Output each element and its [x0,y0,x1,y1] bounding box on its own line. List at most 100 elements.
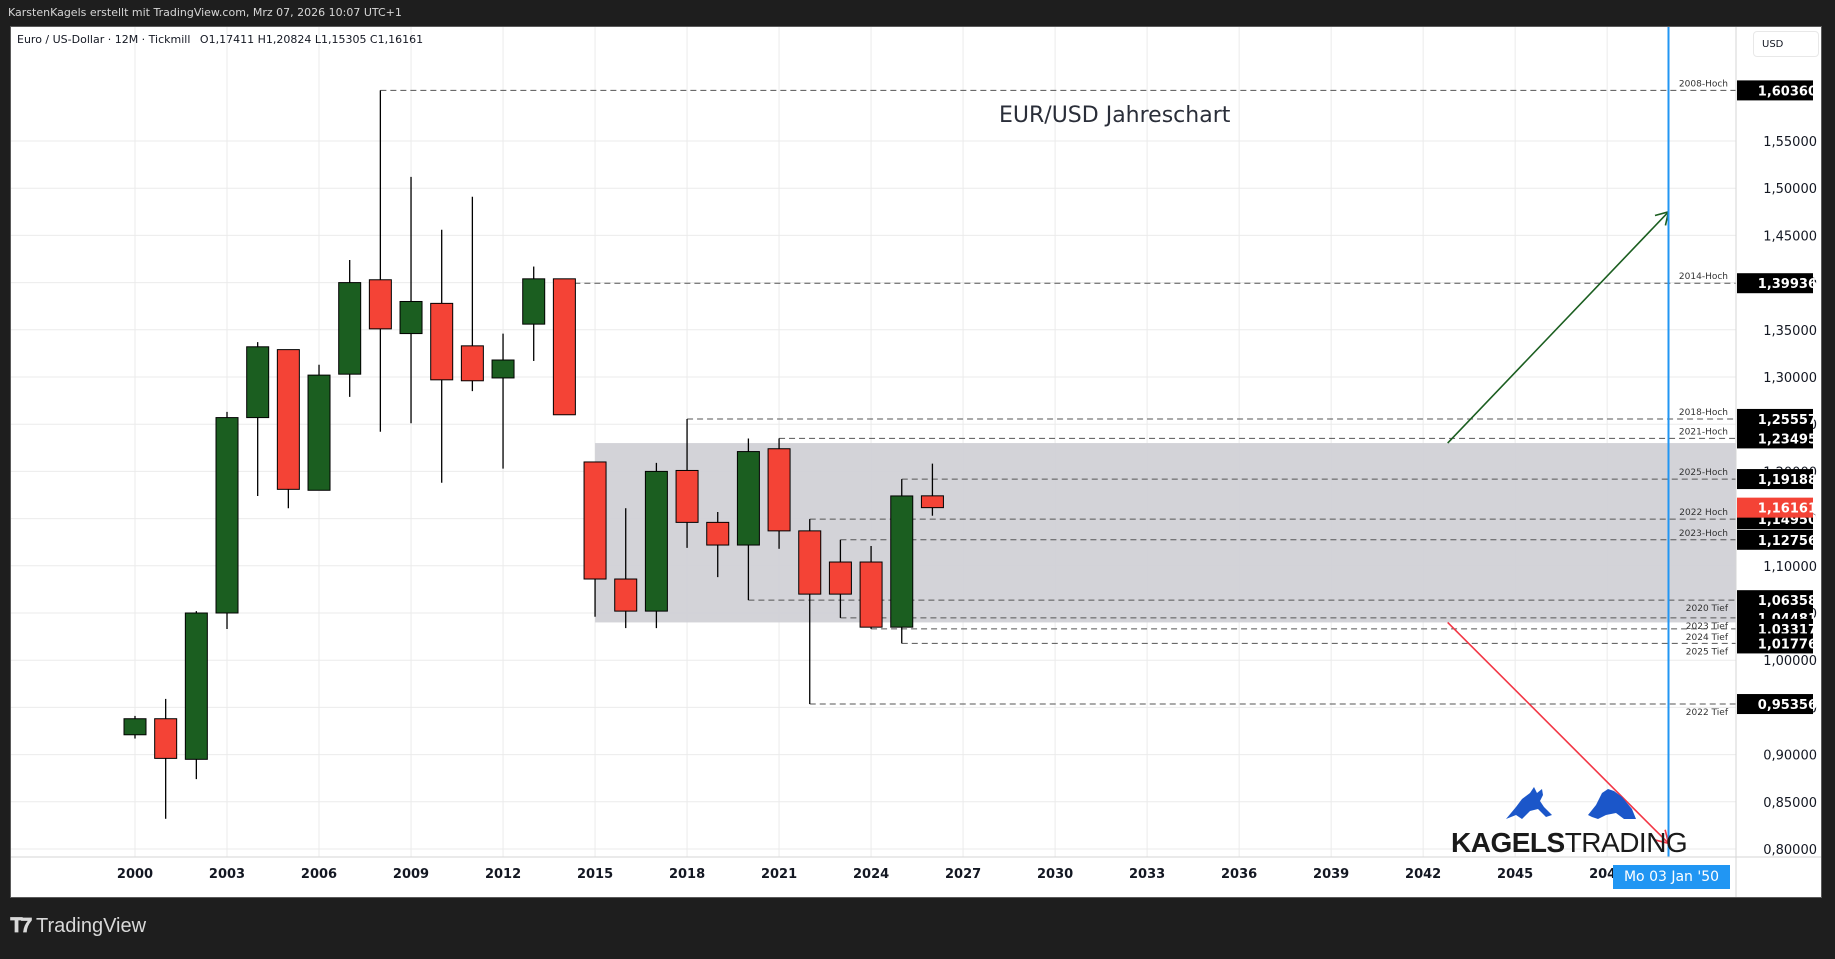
candle-down[interactable] [430,302,454,381]
price-tick-label: 1,50000 [1763,182,1817,197]
ohlc-values: O1,17411 H1,20824 L1,15305 C1,16161 [199,33,424,46]
currency-selector[interactable]: USD [1753,31,1819,57]
arrow-head-icon [1654,211,1669,217]
time-tick-label: 2006 [301,867,337,882]
candle-down[interactable] [552,278,576,416]
bullish-target-arrow[interactable] [1447,211,1670,444]
level-price-label: 1,19188 [1758,473,1817,488]
level-label: 2022 Hoch [1679,508,1728,518]
candle-up[interactable] [644,470,668,612]
symbol-legend: Euro / US-Dollar · 12M · Tickmill O1,174… [17,33,423,46]
kagels-trading-watermark: KAGELSTRADING [1451,787,1688,859]
level-price-label: 1,60360 [1758,84,1817,99]
level-price-label: 1,06358 [1758,594,1817,609]
candle-down[interactable] [706,521,730,546]
bearish-target-arrow[interactable] [1447,621,1670,844]
time-tick-label: 2000 [117,867,153,882]
candle-up[interactable] [184,612,208,760]
time-tick-label: 2003 [209,867,245,882]
level-price-label: 1,39936 [1758,277,1817,292]
candle-up[interactable] [522,278,546,325]
candle-down[interactable] [920,495,944,509]
time-tick-label: 2021 [761,867,797,882]
candle-up[interactable] [338,282,362,375]
bull-bear-logo-icon [1506,787,1636,819]
level-label: 2020 Tief [1686,604,1729,614]
candle-up[interactable] [123,718,147,736]
level-label: 2018-Hoch [1679,408,1728,418]
level-price-badge [1737,80,1813,101]
candle-up[interactable] [307,374,331,491]
level-price-badge [1737,694,1813,715]
chart-frame[interactable]: 2008-Hoch 2014-Hoch 2018-Hoch 2021-Hoch 2025… [10,26,1822,898]
candle-down[interactable] [583,461,607,580]
candle-down[interactable] [859,561,883,628]
level-label: 2021-Hoch [1679,427,1728,437]
level-price-badge [1737,590,1813,611]
price-tick-label: 1,10000 [1763,560,1817,575]
price-tick-label: 0,85000 [1763,796,1817,811]
price-tick-label: 1,00000 [1763,654,1817,669]
level-price-label: 0,95356 [1758,698,1817,713]
candle-up[interactable] [215,417,239,614]
level-label: 2022 Tief [1686,708,1729,718]
price-tick-label: 0,80000 [1763,843,1817,858]
level-label: 2025-Hoch [1679,468,1728,478]
candle-up[interactable] [890,495,914,628]
time-tick-label: 2039 [1313,867,1349,882]
level-price-label: 1,12756 [1758,534,1817,549]
time-tick-label: 2015 [577,867,613,882]
time-tick-label: 2018 [669,867,705,882]
time-tick-label: 2045 [1497,867,1533,882]
level-label: 2025 Tief [1686,647,1729,657]
arrow-head-icon [1654,839,1669,845]
candlestick-chart[interactable]: 2008-Hoch 2014-Hoch 2018-Hoch 2021-Hoch 2025… [11,27,1822,898]
time-tick-label: 2012 [485,867,521,882]
candle-down[interactable] [460,345,484,382]
level-label: 2023 Tief [1686,622,1729,632]
candle-up[interactable] [399,300,423,335]
crosshair-date-label: Mo 03 Jan '50 [1613,865,1730,889]
level-label: 2024 Tief [1686,633,1729,643]
candle-up[interactable] [491,359,515,379]
price-tick-label: 1,55000 [1763,135,1817,150]
level-price-badge [1737,273,1813,294]
level-price-badge [1737,633,1813,654]
candle-down[interactable] [368,279,392,330]
time-tick-label: 2033 [1129,867,1165,882]
level-label: 2023-Hoch [1679,529,1728,539]
range-zone [595,443,1736,623]
level-label: 2008-Hoch [1679,79,1728,89]
price-tick-label: 1,35000 [1763,324,1817,339]
price-tick-label: 1,30000 [1763,371,1817,386]
time-tick-label: 2036 [1221,867,1257,882]
time-tick-label: 2027 [945,867,981,882]
symbol-info: Euro / US-Dollar · 12M · Tickmill [17,33,191,46]
candle-down[interactable] [767,448,791,532]
time-tick-label: 2042 [1405,867,1441,882]
level-label: 2014-Hoch [1679,272,1728,282]
level-price-badge [1737,469,1813,490]
tradingview-logo[interactable]: 𝐓𝟕 TradingView [10,915,146,938]
time-tick-label: 2024 [853,867,889,882]
last-price-badge [1737,497,1813,518]
candle-down[interactable] [828,561,852,595]
level-price-label: 1,01776 [1758,637,1817,652]
price-tick-label: 0,90000 [1763,749,1817,764]
candle-down[interactable] [798,530,822,595]
level-price-badge [1737,428,1813,449]
level-price-label: 1,23495 [1758,432,1817,447]
candle-down[interactable] [614,578,638,612]
candle-down[interactable] [154,718,178,759]
candle-up[interactable] [736,451,760,546]
candle-down[interactable] [276,349,300,490]
candle-up[interactable] [246,346,270,419]
tradingview-mark-icon: 𝐓𝟕 [10,915,32,937]
watermark-light: TRADING [1564,827,1688,858]
time-tick-label: 2030 [1037,867,1073,882]
candle-down[interactable] [675,469,699,523]
chart-title: EUR/USD Jahreschart [999,103,1231,128]
tradingview-wordmark: TradingView [36,915,147,937]
last-price-label: 1,16161 [1758,502,1817,517]
level-price-badge [1737,408,1813,429]
